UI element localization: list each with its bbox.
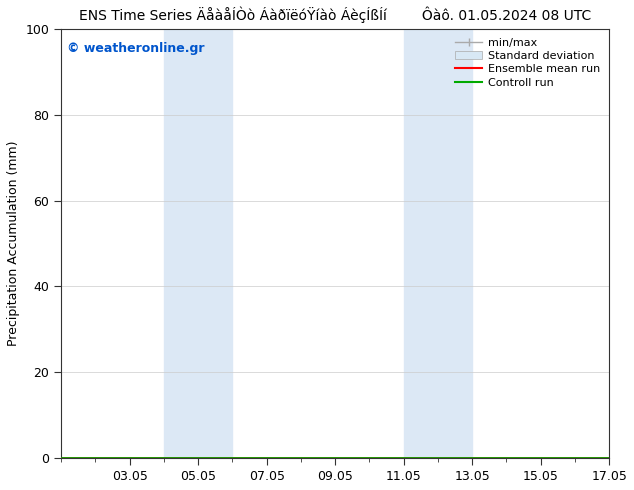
Bar <box>404 29 472 458</box>
Bar <box>164 29 233 458</box>
Legend: min/max, Standard deviation, Ensemble mean run, Controll run: min/max, Standard deviation, Ensemble me… <box>451 34 604 91</box>
Title: ENS Time Series ÄåàåÍÒò ÁàðïëóŸíàò ÁèçÍßÍí        Ôàô. 01.05.2024 08 UTC: ENS Time Series ÄåàåÍÒò ÁàðïëóŸíàò ÁèçÍß… <box>79 7 592 24</box>
Y-axis label: Precipitation Accumulation (mm): Precipitation Accumulation (mm) <box>7 141 20 346</box>
Text: © weatheronline.gr: © weatheronline.gr <box>67 42 204 55</box>
